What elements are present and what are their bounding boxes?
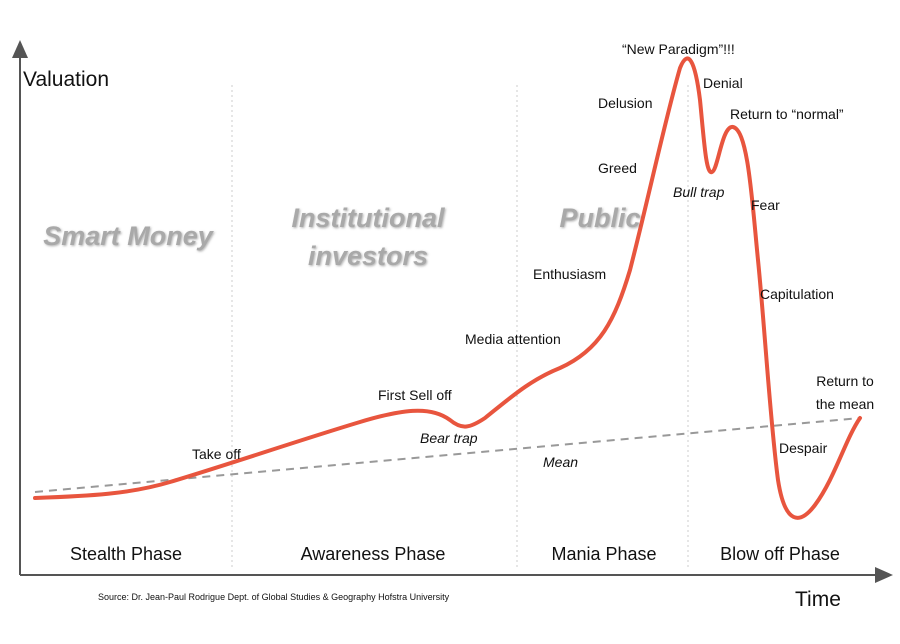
annotation: Capitulation <box>760 286 834 302</box>
group-label: Smart Money <box>43 221 215 251</box>
annotation: Media attention <box>465 331 561 347</box>
annotation: Greed <box>598 160 637 176</box>
annotation: Bear trap <box>420 430 478 446</box>
source-note: Source: Dr. Jean-Paul Rodrigue Dept. of … <box>98 592 450 602</box>
x-axis-label: Time <box>795 588 841 611</box>
y-axis-label: Valuation <box>23 68 109 91</box>
valuation-curve <box>33 56 862 520</box>
group-label: Institutional <box>292 203 445 233</box>
annotation: Return to “normal” <box>730 106 844 122</box>
annotation: Despair <box>779 440 828 456</box>
annotation: Delusion <box>598 95 652 111</box>
annotation: Bull trap <box>673 184 725 200</box>
annotation: Enthusiasm <box>533 266 606 282</box>
group-label: Public <box>559 203 640 233</box>
phase-label: Awareness Phase <box>301 544 446 564</box>
phase-label: Blow off Phase <box>720 544 840 564</box>
annotation: First Sell off <box>378 387 452 403</box>
phase-label: Stealth Phase <box>70 544 182 564</box>
annotation: “New Paradigm”!!! <box>622 41 735 57</box>
group-label: investors <box>308 241 428 271</box>
annotation: Take off <box>192 446 241 462</box>
annotation: Mean <box>543 454 578 470</box>
annotation: the mean <box>816 396 874 412</box>
annotation: Fear <box>751 197 780 213</box>
phase-dividers <box>231 85 689 570</box>
mean-line <box>34 417 861 493</box>
annotation: Return to <box>816 373 874 389</box>
annotation: Denial <box>703 75 743 91</box>
phase-label: Mania Phase <box>551 544 656 564</box>
